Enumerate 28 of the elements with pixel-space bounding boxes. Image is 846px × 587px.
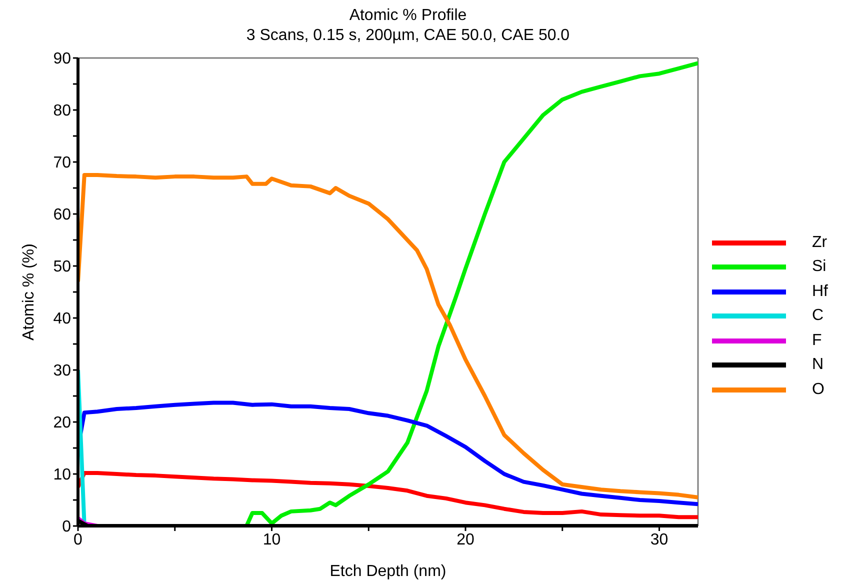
y-axis-title: Atomic % (%)	[20, 244, 38, 340]
y-tick-label: 10	[53, 466, 72, 484]
chart-title: Atomic % Profile	[348, 6, 468, 26]
legend-label: F	[812, 332, 822, 350]
legend-label: O	[812, 380, 824, 398]
y-tick-label: 40	[53, 310, 72, 328]
x-tick-label: 0	[74, 531, 83, 548]
y-tick-label: 30	[53, 362, 72, 380]
legend-label: Si	[812, 258, 826, 276]
y-tick-label: 50	[53, 258, 72, 276]
y-tick-label: 0	[62, 518, 72, 536]
x-axis-title: Etch Depth (nm)	[330, 563, 446, 580]
y-tick-label: 80	[53, 102, 72, 120]
chart-subtitle: 3 Scans, 0.15 s, 200µm, CAE 50.0, CAE 50.0	[245, 26, 571, 46]
line-series	[244, 61, 698, 526]
line-series	[78, 173, 698, 500]
line-series	[78, 470, 698, 520]
legend-label: N	[812, 356, 824, 374]
y-tick-label: 60	[53, 206, 72, 224]
y-tick-label: 70	[53, 154, 72, 172]
x-tick-label: 30	[650, 531, 668, 548]
legend-label: C	[812, 307, 824, 325]
legend-label: Zr	[812, 234, 828, 252]
x-tick-label: 20	[456, 531, 474, 548]
legend-label: Hf	[812, 282, 828, 300]
y-tick-label: 20	[53, 414, 72, 432]
y-tick-label: 90	[53, 50, 72, 68]
x-tick-label: 10	[262, 531, 281, 548]
